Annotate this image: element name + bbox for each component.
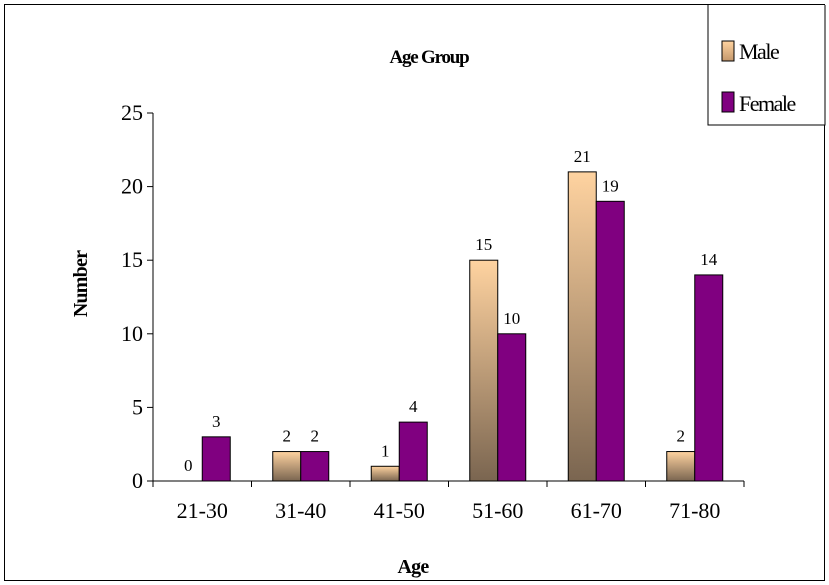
chart-frame: Age Group 0 5 10 15 20 25 21-30 0 3 31-40 2 2 41-50 1…	[4, 4, 826, 581]
bar-female	[398, 421, 428, 482]
bar-female	[300, 451, 330, 482]
data-label-female: 14	[700, 250, 718, 269]
bar-male	[567, 171, 597, 482]
y-tick-label: 0	[132, 468, 143, 493]
data-label-female: 3	[212, 412, 221, 431]
x-axis-label: Age	[398, 556, 430, 578]
y-tick-label: 25	[121, 100, 143, 125]
data-label-female: 4	[409, 397, 418, 416]
x-tick-label: 31-40	[275, 498, 326, 523]
data-label-female: 19	[602, 176, 619, 195]
x-tick-label: 51-60	[472, 498, 523, 523]
y-tick-label: 5	[132, 394, 143, 419]
chart-title: Age Group	[389, 47, 469, 68]
data-label-female: 2	[311, 427, 320, 446]
data-label-male: 15	[475, 235, 492, 254]
x-tick-label: 61-70	[571, 498, 622, 523]
y-axis-label: Number	[70, 250, 92, 317]
bar-female	[595, 200, 625, 482]
legend-label-male: Male	[739, 39, 779, 64]
legend: Male Female	[707, 5, 826, 126]
legend-swatch-male	[721, 40, 735, 62]
legend-label-female: Female	[739, 91, 795, 116]
data-label-male: 2	[283, 427, 292, 446]
data-label-male: 2	[677, 427, 686, 446]
bar-male	[272, 451, 302, 482]
data-label-male: 0	[184, 456, 193, 475]
bar-female	[694, 274, 724, 482]
x-tick-label: 41-50	[374, 498, 425, 523]
bar-female	[201, 436, 231, 482]
data-label-female: 10	[503, 309, 520, 328]
y-tick-label: 20	[121, 174, 143, 199]
bar-male	[370, 465, 400, 482]
y-tick-label: 15	[121, 247, 143, 272]
data-label-male: 1	[381, 441, 390, 460]
data-label-male: 21	[574, 147, 591, 166]
bar-male	[469, 259, 499, 482]
legend-swatch-female	[721, 91, 735, 113]
bar-female	[497, 333, 527, 482]
x-tick-label: 71-80	[669, 498, 720, 523]
bar-male	[666, 451, 696, 482]
y-tick-label: 10	[121, 321, 143, 346]
x-tick-label: 21-30	[177, 498, 228, 523]
